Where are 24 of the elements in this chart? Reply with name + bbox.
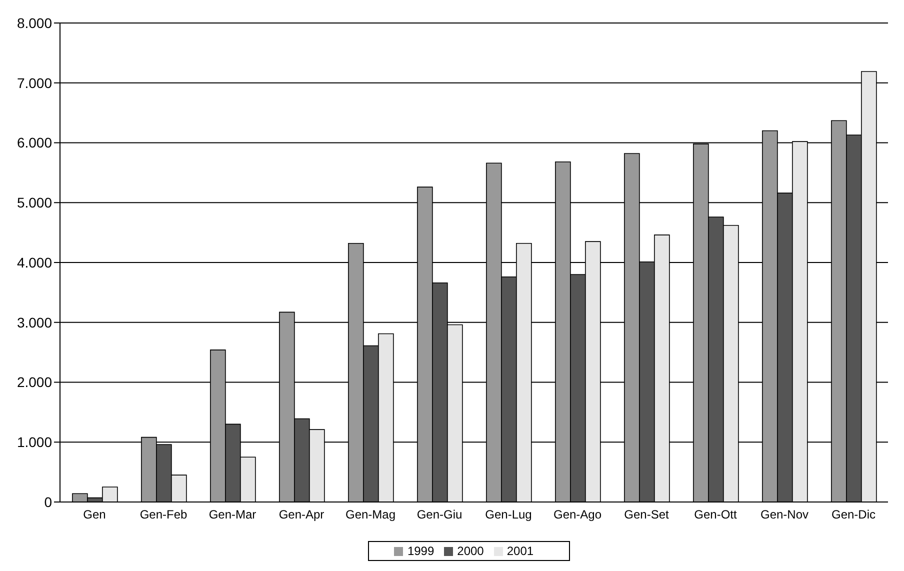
x-tick-label: Gen-Set bbox=[624, 508, 670, 522]
y-tick-label: 0 bbox=[44, 494, 52, 510]
x-tick-label: Gen-Lug bbox=[485, 508, 532, 522]
y-tick-label: 8.000 bbox=[16, 14, 52, 31]
y-tick-label: 6.000 bbox=[16, 134, 52, 151]
x-tick-label: Gen-Ott bbox=[694, 508, 738, 522]
legend-label: 1999 bbox=[407, 544, 434, 558]
x-tick-label: Gen-Nov bbox=[760, 508, 809, 522]
x-tick-label: Gen-Apr bbox=[278, 508, 324, 522]
x-tick-label: Gen-Mag bbox=[345, 508, 396, 522]
x-tick-label: Gen bbox=[83, 508, 106, 522]
legend-label: 2001 bbox=[506, 544, 534, 558]
x-tick-label: Gen-Ago bbox=[553, 508, 602, 522]
x-tick-label: Gen-Feb bbox=[140, 508, 188, 522]
legend-label: 2000 bbox=[457, 544, 484, 558]
x-tick-label: Gen-Dic bbox=[831, 508, 876, 522]
x-tick-label: Gen-Giu bbox=[416, 508, 462, 522]
y-tick-label: 2.000 bbox=[16, 374, 52, 390]
y-tick-label: 3.000 bbox=[16, 314, 52, 330]
y-tick-label: 1.000 bbox=[16, 434, 52, 450]
y-tick-label: 7.000 bbox=[16, 74, 52, 91]
y-tick-label: 5.000 bbox=[16, 194, 52, 211]
x-tick-label: Gen-Mar bbox=[208, 508, 256, 522]
y-tick-label: 4.000 bbox=[16, 254, 52, 270]
